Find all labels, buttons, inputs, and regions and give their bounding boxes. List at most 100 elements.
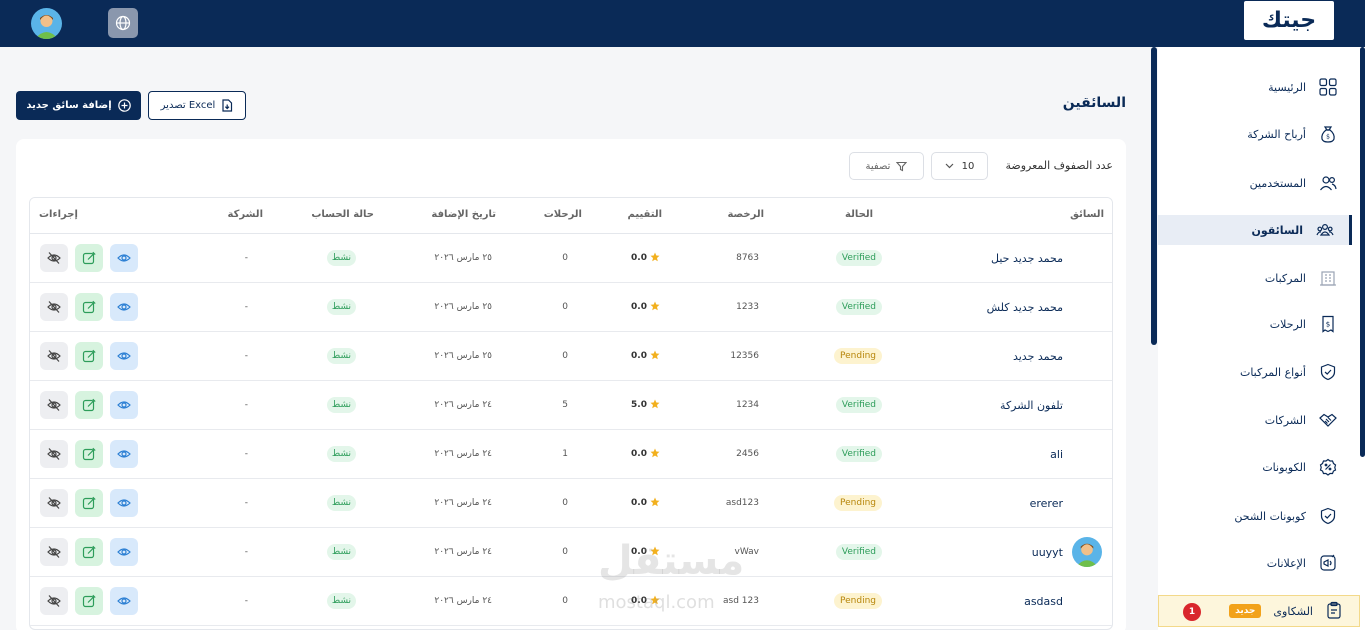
- driver-name[interactable]: asdasd: [1024, 594, 1063, 608]
- account-status-badge: نشط: [326, 593, 356, 609]
- driver-name[interactable]: تلفون الشركة: [1000, 398, 1063, 412]
- view-button[interactable]: [110, 538, 138, 566]
- col-date-added[interactable]: تاريخ الإضافة: [431, 209, 496, 220]
- trips-count: 5: [562, 400, 568, 410]
- company-name: -: [244, 253, 248, 263]
- table-row[interactable]: محمد جديد Pending 12356 0.0 0 ٢٥ مارس ٢٠٢٦ نشط…: [30, 332, 1112, 381]
- license-number: 1233: [736, 302, 759, 312]
- edit-button[interactable]: [75, 440, 103, 468]
- new-badge: جديد: [1229, 604, 1262, 618]
- drivers-table: السائق الحالة الرخصة التقييم الرحلات تار…: [29, 197, 1113, 630]
- sidebar-item-vehicles[interactable]: المركبات: [1158, 263, 1352, 293]
- col-license[interactable]: الرخصة: [727, 209, 764, 220]
- table-row[interactable]: محمد جديد حيل Verified 8763 0.0 0 ٢٥ مارس ٢٠٢…: [30, 234, 1112, 283]
- sidebar-item-charge-coupons[interactable]: كوبونات الشحن: [1158, 501, 1352, 531]
- hide-button[interactable]: [40, 538, 68, 566]
- table-row[interactable]: ererer Pending asd123 0.0 0 ٢٤ مارس ٢٠٢٦ نشط -: [30, 479, 1112, 528]
- date-added: ٢٥ مارس ٢٠٢٦: [434, 302, 492, 312]
- rows-per-page-select[interactable]: 10: [931, 152, 988, 180]
- col-rating[interactable]: التقييم: [627, 209, 662, 220]
- driver-name[interactable]: ali: [1050, 447, 1063, 461]
- app-logo[interactable]: جيتك: [1244, 1, 1334, 40]
- hide-button[interactable]: [40, 293, 68, 321]
- export-excel-button[interactable]: تصدير Excel: [148, 91, 246, 120]
- hide-button[interactable]: [40, 489, 68, 517]
- view-button[interactable]: [110, 244, 138, 272]
- hide-button[interactable]: [40, 587, 68, 615]
- account-status-badge: نشط: [326, 348, 356, 364]
- sidebar-item-vehicle-types[interactable]: أنواع المركبات: [1158, 357, 1352, 387]
- view-button[interactable]: [110, 391, 138, 419]
- edit-button[interactable]: [75, 391, 103, 419]
- driver-name[interactable]: محمد جديد: [1012, 349, 1063, 363]
- user-avatar[interactable]: [31, 8, 62, 39]
- col-company[interactable]: الشركة: [227, 209, 263, 220]
- hide-button[interactable]: [40, 440, 68, 468]
- status-badge: Pending: [834, 593, 882, 609]
- table-row[interactable]: uuyyt Verified vWav 0.0 0 ٢٤ مارس ٢٠٢٦ نشط -: [30, 528, 1112, 577]
- view-button[interactable]: [110, 293, 138, 321]
- driver-name[interactable]: uuyyt: [1031, 545, 1063, 559]
- edit-button[interactable]: [75, 342, 103, 370]
- view-button[interactable]: [110, 489, 138, 517]
- rating-value: 0.0: [631, 498, 647, 508]
- table-row[interactable]: تلفون الشركة Verified 1234 5.0 5 ٢٤ مارس ٢٠٢٦…: [30, 381, 1112, 430]
- edit-icon: [82, 251, 96, 265]
- hide-button[interactable]: [40, 391, 68, 419]
- sidebar-item-drivers[interactable]: السائقون: [1158, 215, 1352, 245]
- col-trips[interactable]: الرحلات: [543, 209, 582, 220]
- hide-button[interactable]: [40, 244, 68, 272]
- driver-name[interactable]: محمد جديد حيل: [991, 251, 1063, 265]
- col-status[interactable]: الحالة: [845, 209, 873, 220]
- edit-button[interactable]: [75, 538, 103, 566]
- star-icon: [650, 301, 660, 314]
- main-scrollbar[interactable]: [1151, 47, 1157, 345]
- rating-value: 0.0: [631, 547, 647, 557]
- sidebar-item-coupons[interactable]: الكوبونات: [1158, 452, 1352, 482]
- col-driver[interactable]: السائق: [1070, 209, 1104, 220]
- edit-icon: [82, 545, 96, 559]
- top-bar: جيتك: [0, 0, 1365, 47]
- filter-button[interactable]: تصفية: [849, 152, 924, 180]
- account-status-badge: نشط: [326, 299, 356, 315]
- table-row[interactable]: محمد جديد كلش Verified 1233 0.0 0 ٢٥ مارس ٢٠٢…: [30, 283, 1112, 332]
- language-button[interactable]: [108, 8, 138, 38]
- logo-text: جيتك: [1261, 8, 1317, 33]
- sidebar-item-home[interactable]: الرئيسية: [1158, 72, 1352, 102]
- sidebar-item-users[interactable]: المستخدمين: [1158, 168, 1352, 198]
- view-button[interactable]: [110, 587, 138, 615]
- sidebar-item-ads[interactable]: الإعلانات: [1158, 548, 1352, 578]
- driver-name[interactable]: محمد جديد كلش: [986, 300, 1063, 314]
- edit-button[interactable]: [75, 489, 103, 517]
- sidebar-item-complaints[interactable]: 1 جديد الشكاوى: [1158, 595, 1360, 627]
- sidebar-item-label: كوبونات الشحن: [1234, 509, 1306, 523]
- col-account-status[interactable]: حالة الحساب: [311, 209, 374, 220]
- sidebar-item-companies[interactable]: الشركات: [1158, 405, 1352, 435]
- rating-value: 0.0: [631, 253, 647, 263]
- table-row[interactable]: asdasd Pending asd 123 0.0 0 ٢٤ مارس ٢٠٢٦ نشط -: [30, 577, 1112, 626]
- table-row[interactable]: ali Verified 2456 0.0 1 ٢٤ مارس ٢٠٢٦ نشط -: [30, 430, 1112, 479]
- sidebar-item-trips[interactable]: الرحلات $: [1158, 309, 1352, 339]
- edit-button[interactable]: [75, 587, 103, 615]
- date-added: ٢٤ مارس ٢٠٢٦: [434, 449, 492, 459]
- hide-button[interactable]: [40, 342, 68, 370]
- eye-off-icon: [47, 300, 61, 314]
- eye-off-icon: [47, 594, 61, 608]
- rating: 0.0: [631, 301, 660, 314]
- star-icon: [650, 546, 660, 559]
- view-button[interactable]: [110, 440, 138, 468]
- sidebar-scrollbar[interactable]: [1360, 47, 1365, 457]
- star-icon: [650, 595, 660, 608]
- view-button[interactable]: [110, 342, 138, 370]
- shield-check-icon: [1318, 362, 1338, 382]
- license-number: 12356: [730, 351, 759, 361]
- account-status-badge: نشط: [326, 446, 356, 462]
- edit-button[interactable]: [75, 244, 103, 272]
- rating-value: 0.0: [631, 596, 647, 606]
- add-driver-button[interactable]: إضافة سائق جديد: [16, 91, 141, 120]
- rating: 5.0: [631, 399, 660, 412]
- edit-button[interactable]: [75, 293, 103, 321]
- driver-name[interactable]: ererer: [1029, 496, 1063, 510]
- eye-icon: [117, 398, 131, 412]
- sidebar-item-company-profits[interactable]: أرباح الشركة $: [1158, 119, 1352, 149]
